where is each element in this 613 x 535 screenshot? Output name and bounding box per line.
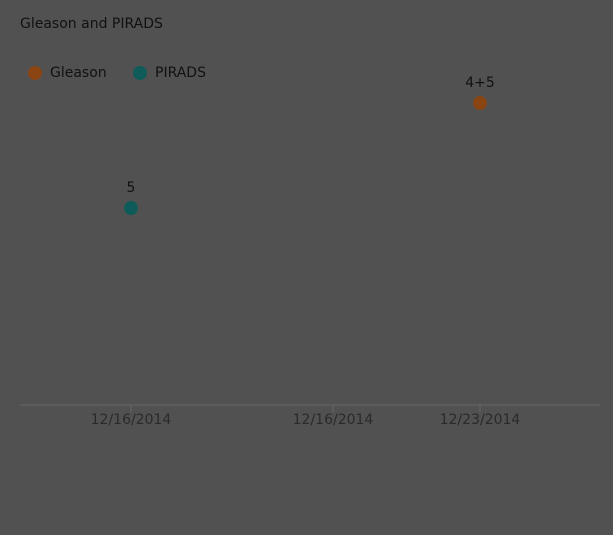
legend-marker bbox=[28, 66, 42, 80]
data-point bbox=[473, 96, 487, 111]
data-label: 5 bbox=[127, 180, 136, 196]
x-tick-label: 12/16/2014 bbox=[91, 412, 172, 428]
data-label: 4+5 bbox=[465, 75, 495, 91]
legend-label: PIRADS bbox=[155, 65, 206, 81]
data-point bbox=[124, 201, 138, 216]
chart-title: Gleason and PIRADS bbox=[20, 16, 163, 32]
x-tick-label: 12/16/2014 bbox=[293, 412, 374, 428]
legend-label: Gleason bbox=[50, 65, 107, 81]
legend-marker bbox=[133, 66, 147, 80]
x-tick-label: 12/23/2014 bbox=[440, 412, 521, 428]
